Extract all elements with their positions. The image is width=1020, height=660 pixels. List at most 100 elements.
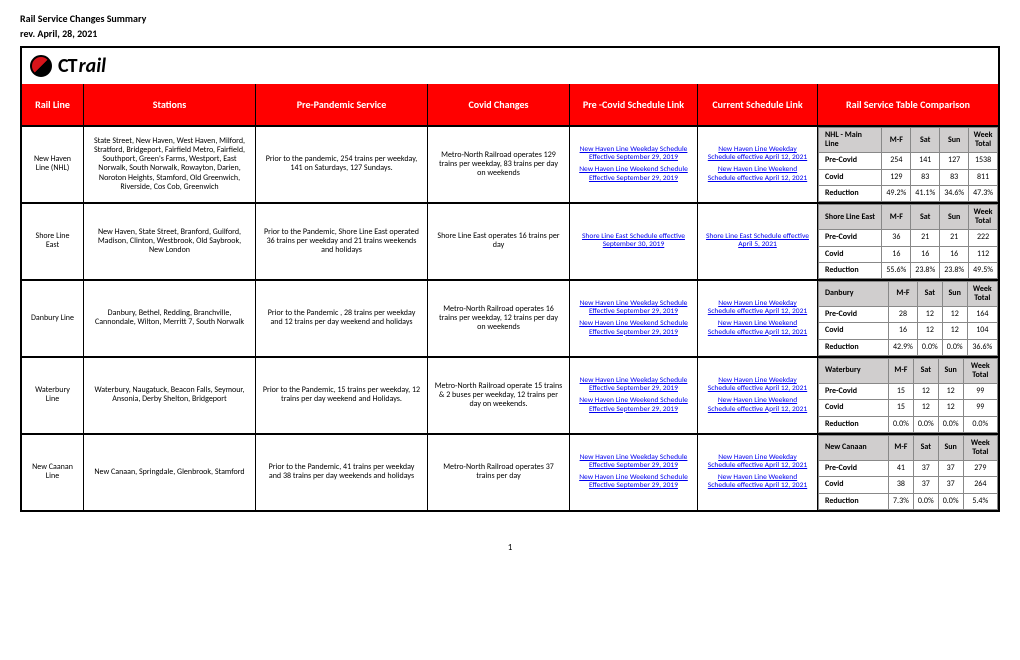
comp-val: 12 [913, 384, 938, 400]
comp-row-reduction: Reduction0.0%0.0%0.0%0.0% [819, 416, 998, 432]
comp-val: 47.3% [969, 185, 998, 201]
comp-val: 36.6% [967, 339, 997, 355]
logo-rail: rail [79, 54, 106, 78]
schedule-link[interactable]: New Haven Line Weekend Schedule Effectiv… [576, 320, 691, 337]
hdr-covid-changes: Covid Changes [428, 84, 570, 125]
cell-rail-line: Shore Line East [22, 204, 84, 279]
schedule-link[interactable]: New Haven Line Weekday Schedule effectiv… [704, 377, 811, 394]
comp-row-precovid: Pre-Covid413737279 [819, 461, 998, 477]
cell-covid-changes: Metro-North Railroad operates 37 trains … [428, 435, 570, 510]
comp-val: 141 [911, 153, 940, 169]
schedule-link[interactable]: New Haven Line Weekend Schedule Effectiv… [576, 166, 691, 183]
cell-rail-line: Danbury Line [22, 281, 84, 356]
comp-name: New Canaan [819, 435, 889, 460]
comparison-table: DanburyM-FSatSunWeek TotalPre-Covid28121… [818, 281, 998, 356]
doc-title: Rail Service Changes Summary [20, 12, 1000, 25]
comp-row-label: Covid [819, 400, 889, 416]
comp-col-sat: Sat [911, 204, 940, 229]
comp-col-wt: Week Total [969, 128, 998, 153]
schedule-link[interactable]: New Haven Line Weekday Schedule Effectiv… [576, 300, 691, 317]
comp-val: 811 [969, 169, 998, 185]
comp-row-reduction: Reduction7.3%0.0%0.0%5.4% [819, 493, 998, 509]
comp-row-precovid: Pre-Covid2541411271538 [819, 153, 998, 169]
comp-row-reduction: Reduction49.2%41.1%34.6%47.3% [819, 185, 998, 201]
schedule-link[interactable]: New Haven Line Weekday Schedule Effectiv… [576, 454, 691, 471]
comp-col-sat: Sat [917, 281, 942, 306]
comp-row-covid: Covid161212104 [819, 323, 998, 339]
comp-val: 55.6% [882, 262, 911, 278]
comp-val: 83 [940, 169, 969, 185]
comp-val: 16 [940, 246, 969, 262]
comp-row-covid: Covid161616112 [819, 246, 998, 262]
hdr-rail-line: Rail Line [22, 84, 84, 125]
cell-current-links: New Haven Line Weekday Schedule effectiv… [698, 127, 818, 202]
comp-col-sat: Sat [913, 435, 938, 460]
comp-val: 0.0% [942, 339, 967, 355]
comp-val: 12 [942, 307, 967, 323]
cell-covid-changes: Metro-North Railroad operates 16 trains … [428, 281, 570, 356]
schedule-link[interactable]: New Haven Line Weekend Schedule effectiv… [704, 397, 811, 414]
page-number: 1 [20, 542, 1000, 553]
comp-val: 37 [938, 477, 963, 493]
schedule-link[interactable]: New Haven Line Weekend Schedule effectiv… [704, 166, 811, 183]
comp-val: 0.0% [938, 416, 963, 432]
schedule-link[interactable]: Shore Line East Schedule effective Septe… [576, 233, 691, 250]
comp-row-precovid: Pre-Covid281212164 [819, 307, 998, 323]
schedule-link[interactable]: New Haven Line Weekday Schedule effectiv… [704, 146, 811, 163]
comp-val: 0.0% [889, 416, 914, 432]
comp-val: 12 [917, 323, 942, 339]
schedule-link[interactable]: New Haven Line Weekday Schedule effectiv… [704, 454, 811, 471]
cell-pre-pandemic: Prior to the Pandemic, Shore Line East o… [256, 204, 428, 279]
comparison-table: WaterburyM-FSatSunWeek TotalPre-Covid151… [818, 358, 998, 433]
schedule-link[interactable]: New Haven Line Weekday Schedule effectiv… [704, 300, 811, 317]
comp-val: 41 [889, 461, 914, 477]
comp-row-covid: Covid15121299 [819, 400, 998, 416]
cell-comparison: WaterburyM-FSatSunWeek TotalPre-Covid151… [818, 358, 998, 433]
table-header-row: Rail Line Stations Pre-Pandemic Service … [20, 84, 1000, 125]
comp-val: 222 [969, 230, 998, 246]
cell-pre-covid-links: New Haven Line Weekday Schedule Effectiv… [570, 127, 698, 202]
schedule-link[interactable]: New Haven Line Weekend Schedule Effectiv… [576, 474, 691, 491]
comp-val: 37 [913, 461, 938, 477]
comp-val: 38 [889, 477, 914, 493]
schedule-link[interactable]: New Haven Line Weekend Schedule Effectiv… [576, 397, 691, 414]
cell-pre-pandemic: Prior to the Pandemic, 15 trains per wee… [256, 358, 428, 433]
comp-col-mf: M-F [882, 204, 911, 229]
cell-stations: New Canaan, Springdale, Glenbrook, Stamf… [84, 435, 256, 510]
schedule-link[interactable]: New Haven Line Weekend Schedule effectiv… [704, 320, 811, 337]
comp-val: 23.8% [940, 262, 969, 278]
comp-row-label: Pre-Covid [819, 230, 882, 246]
comp-col-sun: Sun [942, 281, 967, 306]
comp-row-label: Pre-Covid [819, 384, 889, 400]
cell-stations: Danbury, Bethel, Redding, Branchville, C… [84, 281, 256, 356]
logo-bar: CT rail [20, 46, 1000, 84]
comp-val: 21 [911, 230, 940, 246]
cell-covid-changes: Metro-North Railroad operates 129 trains… [428, 127, 570, 202]
comp-val: 34.6% [940, 185, 969, 201]
schedule-link[interactable]: Shore Line East Schedule effective April… [704, 233, 811, 250]
comparison-table: Shore Line EastM-FSatSunWeek TotalPre-Co… [818, 204, 998, 279]
schedule-link[interactable]: New Haven Line Weekday Schedule Effectiv… [576, 377, 691, 394]
comp-row-label: Reduction [819, 262, 882, 278]
comp-row-reduction: Reduction55.6%23.8%23.8%49.5% [819, 262, 998, 278]
comp-val: 5.4% [963, 493, 997, 509]
cell-pre-pandemic: Prior to the pandemic, 254 trains per we… [256, 127, 428, 202]
hdr-pre-pandemic: Pre-Pandemic Service [256, 84, 428, 125]
comp-val: 16 [882, 246, 911, 262]
ct-rail-logo: CT rail [30, 54, 106, 78]
comp-val: 279 [963, 461, 997, 477]
comp-name: NHL - Main Line [819, 128, 882, 153]
cell-pre-pandemic: Prior to the Pandemic , 28 trains per we… [256, 281, 428, 356]
schedule-link[interactable]: New Haven Line Weekend Schedule effectiv… [704, 474, 811, 491]
schedule-link[interactable]: New Haven Line Weekday Schedule Effectiv… [576, 146, 691, 163]
comp-val: 129 [882, 169, 911, 185]
comp-col-sat: Sat [913, 358, 938, 383]
comp-val: 12 [942, 323, 967, 339]
comp-val: 104 [967, 323, 997, 339]
comp-val: 23.8% [911, 262, 940, 278]
table-row: Shore Line EastNew Haven, State Street, … [20, 202, 1000, 279]
cell-rail-line: New Haven Line (NHL) [22, 127, 84, 202]
comp-row-label: Reduction [819, 493, 889, 509]
comp-row-label: Reduction [819, 185, 882, 201]
comp-col-wt: Week Total [963, 358, 997, 383]
